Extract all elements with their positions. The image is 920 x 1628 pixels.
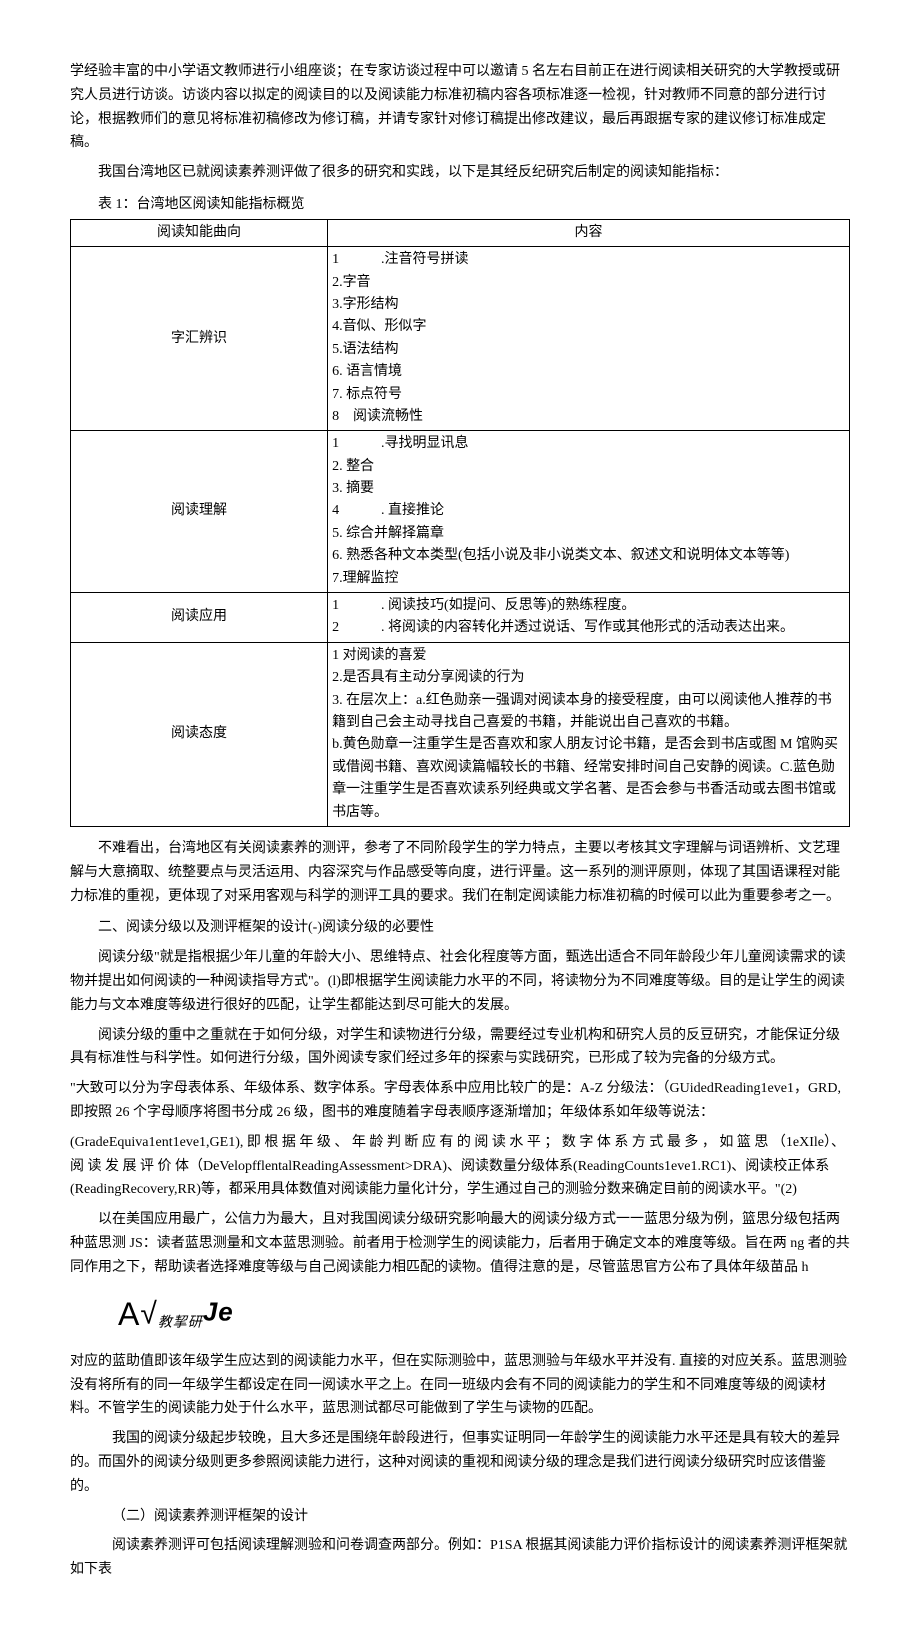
paragraph-analysis: 不难看出，台湾地区有关阅读素养的测评，参考了不同阶段学生的学力特点，主要以考核其… bbox=[70, 837, 850, 908]
table-cell-left: 阅读应用 bbox=[71, 593, 328, 643]
paragraph-intro: 学经验丰富的中小学语文教师进行小组座谈；在专家访谈过程中可以邀请 5 名左右目前… bbox=[70, 60, 850, 155]
table-row: 阅读应用1 . 阅读技巧(如提问、反思等)的熟练程度。2 . 将阅读的内容转化并… bbox=[71, 593, 850, 643]
table-cell-right: 1 .寻找明显讯息2. 整合3. 摘要4 . 直接推论5. 综合并解择篇章6. … bbox=[328, 431, 850, 593]
table-row: 字汇辨识1 .注音符号拼读2.字音3.字形结构4.音似、形似字5.语法结构6. … bbox=[71, 247, 850, 431]
indicators-table: 阅读知能曲向 内容 字汇辨识1 .注音符号拼读2.字音3.字形结构4.音似、形似… bbox=[70, 219, 850, 827]
table-cell-right: 1 .注音符号拼读2.字音3.字形结构4.音似、形似字5.语法结构6. 语言情境… bbox=[328, 247, 850, 431]
paragraph-lexile-2: 对应的蓝助值即该年级学生应达到的阅读能力水平，但在实际测验中，蓝思测验与年级水平… bbox=[70, 1350, 850, 1421]
formula-text: A√教挈研Je bbox=[118, 1287, 850, 1341]
paragraph-lexile: 以在美国应用最广，公信力为最大，且对我国阅读分级研究影响最大的阅读分级方式一一蓝… bbox=[70, 1208, 850, 1279]
table-cell-left: 阅读理解 bbox=[71, 431, 328, 593]
table-cell-right: 1 . 阅读技巧(如提问、反思等)的熟练程度。2 . 将阅读的内容转化并透过说话… bbox=[328, 593, 850, 643]
table-cell-left: 阅读态度 bbox=[71, 642, 328, 826]
table-row: 阅读理解1 .寻找明显讯息2. 整合3. 摘要4 . 直接推论5. 综合并解择篇… bbox=[71, 431, 850, 593]
table-header-row: 阅读知能曲向 内容 bbox=[71, 219, 850, 246]
paragraph-systems-2: (GradeEquiva1ent1eve1,GE1), 即 根 据 年 级 、 … bbox=[70, 1131, 850, 1202]
paragraph-framework: 阅读素养测评可包括阅读理解测验和问卷调查两部分。例如：P1SA 根据其阅读能力评… bbox=[70, 1534, 850, 1582]
table-header-left: 阅读知能曲向 bbox=[71, 219, 328, 246]
table-row: 阅读态度1 对阅读的喜爱2.是否具有主动分享阅读的行为3. 在层次上：a.红色勋… bbox=[71, 642, 850, 826]
table-caption: 表 1：台湾地区阅读知能指标概览 bbox=[70, 193, 850, 217]
section-title-2: 二、阅读分级以及测评框架的设计(-)阅读分级的必要性 bbox=[70, 916, 850, 940]
paragraph-china-grading: 我国的阅读分级起步较晚，且大多还是围绕年龄段进行，但事实证明同一年龄学生的阅读能… bbox=[70, 1427, 850, 1498]
paragraph-grading-def: 阅读分级"就是指根据少年儿童的年龄大小、思维特点、社会化程度等方面，甄选出适合不… bbox=[70, 946, 850, 1017]
table-cell-right: 1 对阅读的喜爱2.是否具有主动分享阅读的行为3. 在层次上：a.红色勋亲一强调… bbox=[328, 642, 850, 826]
paragraph-taiwan-intro: 我国台湾地区已就阅读素养测评做了很多的研究和实践，以下是其经反纪研究后制定的阅读… bbox=[70, 161, 850, 185]
section-title-2-2: （二）阅读素养测评框架的设计 bbox=[70, 1505, 850, 1529]
table-cell-left: 字汇辨识 bbox=[71, 247, 328, 431]
table-header-right: 内容 bbox=[328, 219, 850, 246]
paragraph-systems: "大致可以分为字母表体系、年级体系、数字体系。字母表体系中应用比较广的是：A-Z… bbox=[70, 1077, 850, 1125]
paragraph-grading-key: 阅读分级的重中之重就在于如何分级，对学生和读物进行分级，需要经过专业机构和研究人… bbox=[70, 1024, 850, 1072]
